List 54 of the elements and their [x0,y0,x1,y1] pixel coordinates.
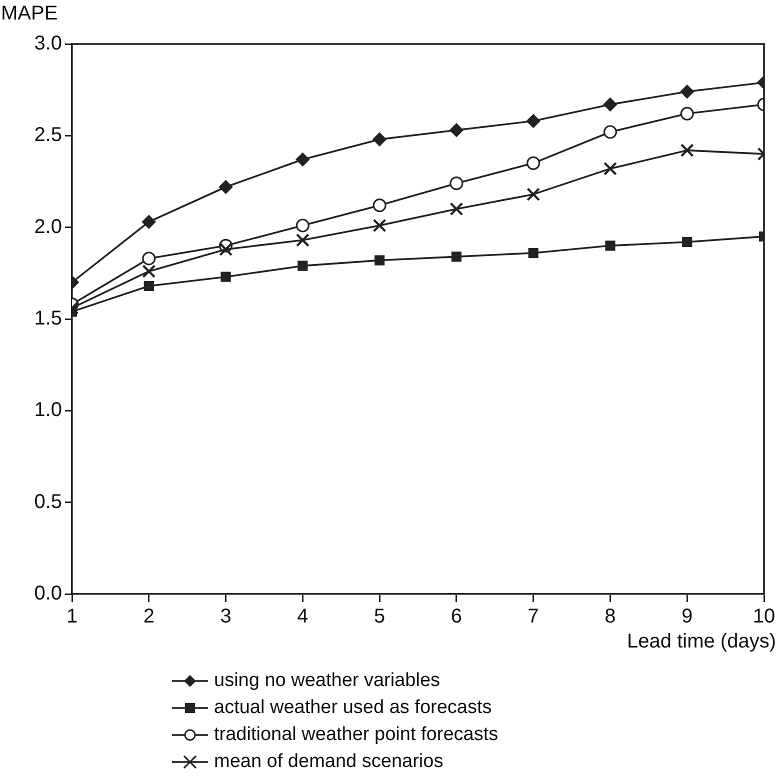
y-tick-label: 0.0 [34,582,62,605]
y-tick-label: 0.5 [34,490,62,513]
x-tick-label: 10 [752,606,776,628]
legend-label: traditional weather point forecasts [214,724,498,746]
point [450,123,464,137]
x-tick-label: 4 [297,606,308,628]
point [296,233,310,247]
x-axis-title: Lead time (days) [627,630,776,653]
point [374,255,385,266]
legend-label: actual weather used as forecasts [214,696,492,718]
point [296,152,310,166]
x-tick-label: 5 [374,606,386,628]
point [526,114,540,128]
y-tick-label: 1.0 [34,399,62,422]
point [605,240,616,251]
point [220,272,231,282]
x-tick-label: 2 [143,606,154,628]
y-tick-label: 2.5 [34,124,62,146]
point [142,264,156,278]
point [372,198,386,212]
point [372,132,386,146]
point [219,242,233,256]
point [603,162,617,176]
point [142,252,156,266]
point [142,215,156,229]
point [682,236,692,248]
y-tick-label: 1.5 [34,308,62,330]
point [528,248,538,258]
point [680,106,694,120]
x-tick-label: 9 [682,606,693,628]
point [680,84,694,98]
x-tick-label: 1 [66,606,78,628]
y-tick-label: 3.0 [34,32,62,55]
x-tick-label: 7 [528,606,539,628]
legend-label: using no weather variables [214,670,440,692]
x-tick-label: 6 [450,606,462,628]
point [450,202,464,216]
point [450,176,464,190]
point [603,125,618,139]
point [144,280,154,292]
point [603,98,618,112]
point [526,156,540,170]
point [296,218,310,232]
y-tick-label: 2.0 [34,216,62,238]
x-tick-label: 8 [604,606,616,628]
legend-label: mean of demand scenarios [214,750,444,772]
point [451,252,462,262]
x-tick-label: 3 [220,606,232,628]
point [298,260,308,271]
point [218,180,233,194]
y-axis-title: MAPE [1,2,58,25]
point [526,188,540,202]
point [680,144,694,158]
point [372,218,386,232]
